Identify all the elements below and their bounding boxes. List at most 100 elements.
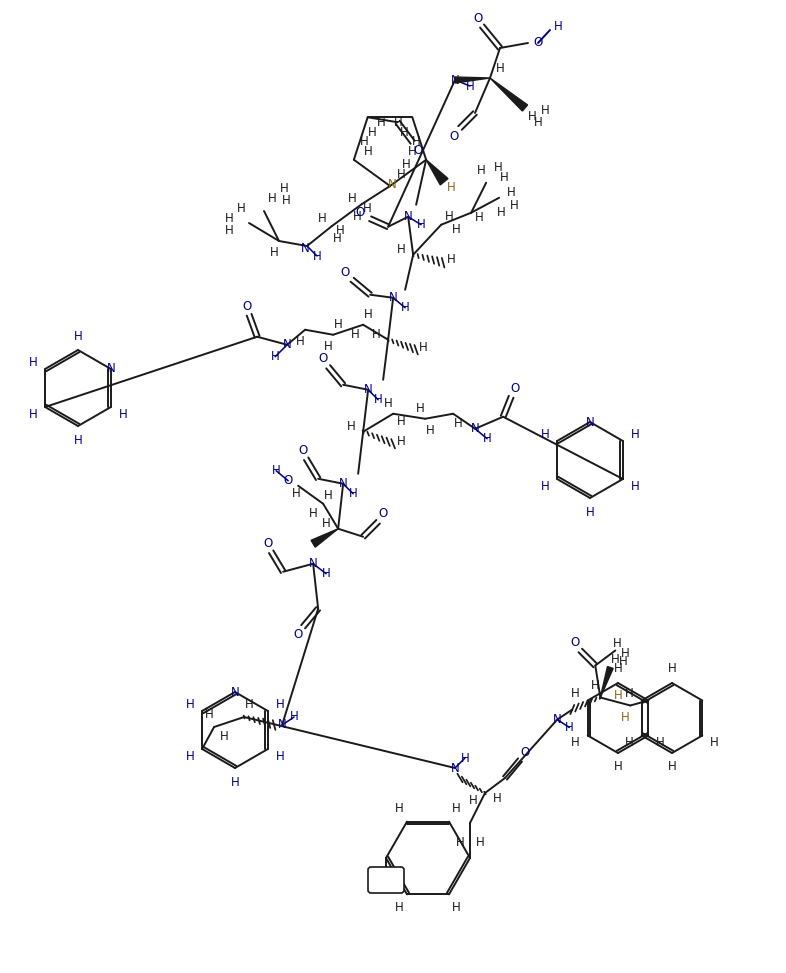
- Polygon shape: [426, 160, 448, 185]
- Text: H: H: [397, 243, 406, 256]
- Text: H: H: [309, 507, 318, 521]
- Text: H: H: [296, 336, 304, 348]
- Text: N: N: [277, 718, 286, 732]
- Text: H: H: [465, 80, 475, 92]
- Text: N: N: [404, 210, 413, 223]
- Text: N: N: [387, 177, 396, 191]
- Text: H: H: [541, 480, 549, 492]
- Text: H: H: [276, 749, 285, 763]
- Text: O: O: [520, 745, 530, 759]
- Text: H: H: [500, 171, 509, 184]
- Text: H: H: [412, 135, 421, 148]
- Text: H: H: [394, 116, 402, 128]
- Text: H: H: [281, 195, 290, 207]
- Text: H: H: [571, 687, 580, 700]
- Text: H: H: [416, 402, 424, 415]
- Text: O: O: [299, 445, 308, 457]
- Text: H: H: [493, 791, 501, 805]
- Text: O: O: [534, 37, 542, 50]
- Text: H: H: [225, 211, 233, 225]
- Text: Abs: Abs: [377, 873, 395, 883]
- Text: H: H: [185, 698, 194, 710]
- Text: H: H: [384, 397, 392, 411]
- Text: N: N: [107, 363, 116, 376]
- Text: H: H: [710, 736, 719, 749]
- Text: O: O: [571, 636, 580, 649]
- Text: H: H: [419, 342, 428, 354]
- Text: H: H: [119, 408, 127, 420]
- Text: H: H: [527, 110, 536, 123]
- Text: H: H: [541, 427, 549, 441]
- Text: H: H: [446, 253, 456, 267]
- Text: H: H: [313, 249, 321, 263]
- Text: N: N: [230, 686, 240, 699]
- Text: H: H: [280, 183, 288, 196]
- Text: O: O: [243, 301, 252, 313]
- Text: H: H: [270, 246, 278, 260]
- Text: H: H: [185, 749, 194, 763]
- Polygon shape: [601, 667, 613, 698]
- Text: H: H: [351, 328, 359, 342]
- FancyBboxPatch shape: [368, 867, 404, 893]
- Text: H: H: [402, 159, 410, 171]
- Text: H: H: [230, 775, 240, 788]
- Text: H: H: [656, 736, 665, 749]
- Text: H: H: [630, 480, 639, 492]
- Text: H: H: [369, 126, 377, 139]
- Text: H: H: [446, 181, 456, 195]
- Text: H: H: [408, 145, 417, 159]
- Text: H: H: [237, 202, 245, 215]
- Text: H: H: [565, 721, 574, 734]
- Text: N: N: [553, 713, 562, 726]
- Text: O: O: [263, 537, 273, 551]
- Text: H: H: [324, 341, 332, 353]
- Text: H: H: [452, 901, 461, 914]
- Text: H: H: [456, 837, 465, 849]
- Text: H: H: [510, 199, 519, 212]
- Text: O: O: [473, 12, 483, 24]
- Text: H: H: [363, 145, 373, 159]
- Text: H: H: [614, 663, 623, 675]
- Text: H: H: [397, 415, 406, 428]
- Text: H: H: [270, 350, 280, 363]
- Text: H: H: [395, 901, 404, 914]
- Text: H: H: [541, 103, 549, 117]
- Text: H: H: [267, 193, 277, 205]
- Text: H: H: [475, 211, 483, 224]
- Text: H: H: [349, 487, 358, 500]
- Text: H: H: [477, 164, 486, 177]
- Text: N: N: [339, 477, 347, 490]
- Text: H: H: [347, 420, 355, 433]
- Text: H: H: [553, 19, 562, 32]
- Text: N: N: [364, 383, 373, 396]
- Text: H: H: [496, 61, 505, 75]
- Text: H: H: [614, 761, 623, 774]
- Text: H: H: [613, 637, 622, 650]
- Text: H: H: [225, 225, 233, 237]
- Text: H: H: [497, 206, 505, 219]
- Text: H: H: [28, 408, 38, 420]
- Text: H: H: [426, 424, 435, 437]
- Text: H: H: [321, 567, 331, 580]
- Text: H: H: [397, 435, 406, 449]
- Text: O: O: [511, 382, 520, 395]
- Text: H: H: [667, 663, 677, 675]
- Text: H: H: [220, 731, 229, 743]
- Text: O: O: [293, 629, 303, 641]
- Text: H: H: [454, 417, 462, 430]
- Text: H: H: [334, 318, 343, 331]
- Text: H: H: [28, 355, 38, 369]
- Text: N: N: [586, 415, 594, 428]
- Text: H: H: [461, 751, 469, 765]
- Text: H: H: [619, 655, 628, 668]
- Text: H: H: [244, 699, 253, 711]
- Text: H: H: [364, 308, 373, 321]
- Text: H: H: [452, 223, 461, 236]
- Text: H: H: [353, 209, 362, 223]
- Text: H: H: [494, 162, 502, 174]
- Text: H: H: [667, 761, 677, 774]
- Text: N: N: [450, 74, 459, 87]
- Text: H: H: [290, 710, 299, 724]
- Text: N: N: [471, 422, 479, 435]
- Text: H: H: [336, 225, 344, 237]
